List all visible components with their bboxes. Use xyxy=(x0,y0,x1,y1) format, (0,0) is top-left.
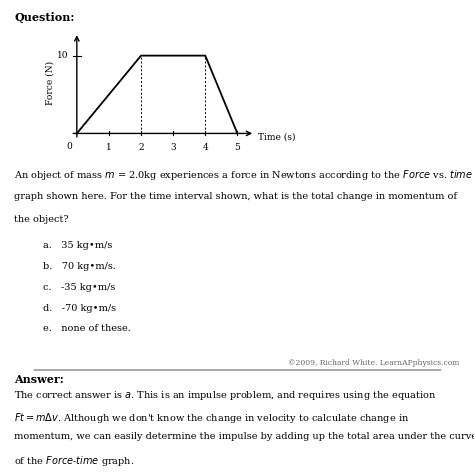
Text: 1: 1 xyxy=(106,143,112,152)
Text: d.   -70 kg•m/s: d. -70 kg•m/s xyxy=(43,304,116,313)
Text: Time (s): Time (s) xyxy=(258,133,296,142)
Text: Force (N): Force (N) xyxy=(46,61,55,105)
Text: of the $\it{Force}$-$\it{time}$ graph.: of the $\it{Force}$-$\it{time}$ graph. xyxy=(14,454,135,468)
Text: c.   -35 kg•m/s: c. -35 kg•m/s xyxy=(43,283,115,292)
Text: a.   35 kg•m/s: a. 35 kg•m/s xyxy=(43,241,112,250)
Text: 4: 4 xyxy=(202,143,208,152)
Text: the object?: the object? xyxy=(14,215,69,224)
Text: momentum, we can easily determine the impulse by adding up the total area under : momentum, we can easily determine the im… xyxy=(14,432,474,441)
Text: 10: 10 xyxy=(57,51,69,60)
Text: ©2009, Richard White. LearnAPphysics.com: ©2009, Richard White. LearnAPphysics.com xyxy=(288,359,460,368)
Text: Answer:: Answer: xyxy=(14,374,64,385)
Text: An object of mass $m$ = 2.0kg experiences a force in Newtons according to the $\: An object of mass $m$ = 2.0kg experience… xyxy=(14,168,473,182)
Text: e.   none of these.: e. none of these. xyxy=(43,324,130,333)
Text: 0: 0 xyxy=(66,142,72,151)
Text: b.   70 kg•m/s.: b. 70 kg•m/s. xyxy=(43,262,116,271)
Text: The correct answer is $a$. This is an impulse problem, and requires using the eq: The correct answer is $a$. This is an im… xyxy=(14,389,437,402)
Text: $Ft = m\Delta v$. Although we don't know the change in velocity to calculate cha: $Ft = m\Delta v$. Although we don't know… xyxy=(14,411,410,425)
Text: graph shown here. For the time interval shown, what is the total change in momen: graph shown here. For the time interval … xyxy=(14,192,457,201)
Text: Question:: Question: xyxy=(14,12,74,23)
Text: 3: 3 xyxy=(170,143,176,152)
Text: 2: 2 xyxy=(138,143,144,152)
Text: 5: 5 xyxy=(235,143,240,152)
